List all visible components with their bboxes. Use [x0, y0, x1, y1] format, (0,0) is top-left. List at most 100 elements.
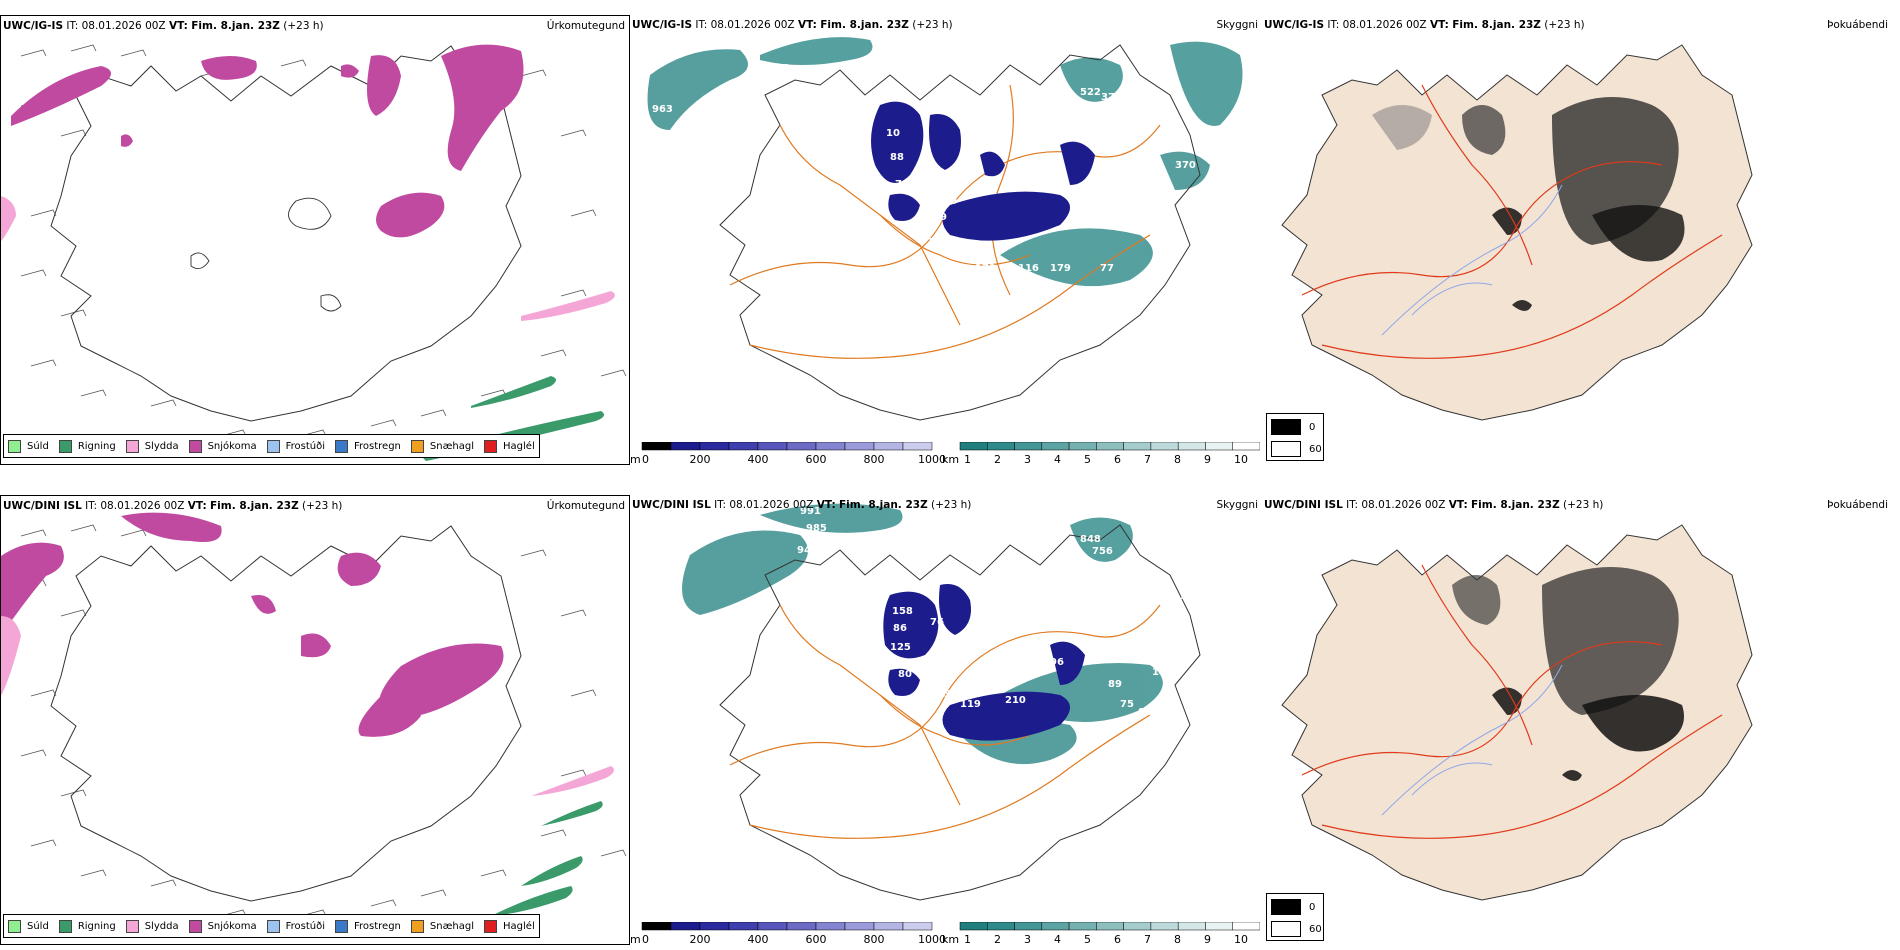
colorbar-km-tick: 9: [1204, 453, 1211, 466]
lead-time: (+23 h): [931, 499, 972, 511]
rain-areas-2: [491, 801, 603, 916]
legend-label: Frostregn: [354, 920, 401, 932]
colorbar-km-segment: [1205, 922, 1233, 931]
colorbar-m-segment: [815, 922, 846, 931]
vis-legend-swatch: [1271, 899, 1301, 915]
dew-shading-2: [1452, 567, 1684, 781]
cloud-label: 522: [1080, 87, 1101, 98]
cloud-label: 265: [1146, 645, 1167, 656]
colorbar-m-tick: 0: [642, 933, 649, 946]
dew-panel-2: UWC/DINI ISL IT: 08.01.2026 00Z VT: Fim.…: [1262, 495, 1892, 945]
colorbar-km-segment: [1232, 922, 1260, 931]
model-name: UWC/DINI ISL: [1264, 499, 1343, 511]
cloud-label: 89: [1108, 679, 1122, 690]
legend-item: Frostregn: [335, 439, 401, 453]
colorbar-km-segment: [959, 922, 988, 931]
legend-swatch: [8, 439, 21, 453]
colorbar-km-tick: 4: [1054, 453, 1061, 466]
colorbar-km-segment: [1068, 922, 1097, 931]
legend-item: Haglél: [484, 439, 535, 453]
vis-legend-label: 60: [1309, 443, 1322, 455]
lead-time: (+23 h): [912, 19, 953, 31]
cloud-label: 848: [1080, 534, 1101, 545]
colorbar-m-tick: 0: [642, 453, 649, 466]
iceland-outline-3: [50, 525, 522, 902]
cloud-label: 113: [930, 689, 951, 700]
cloud-value-labels-1: 126 95 963 10 88 77 70 96 10 522 377 28 …: [652, 63, 1196, 274]
legend-item: Snjókoma: [188, 919, 257, 933]
legend-label: Slydda: [144, 440, 179, 452]
colorbar-m-segment: [699, 442, 730, 451]
it-value: 08.01.2026 00Z: [81, 20, 166, 32]
legend-item: Snæhagl: [410, 919, 475, 933]
precip-legend-1: Súld Rigning Slydda Snjókoma Frostúði Frostre…: [3, 434, 540, 458]
precip-map-2: [1, 512, 627, 917]
cloud-label: 70: [895, 179, 909, 190]
colorbar-km-segment: [1177, 922, 1206, 931]
colorbar-km-segment: [1150, 922, 1179, 931]
colorbar-km-segment: [1014, 442, 1043, 451]
cloud-label: 24: [1051, 606, 1065, 617]
colorbar-km-tick: 10: [1234, 453, 1248, 466]
colorbar-km-segment: [1068, 442, 1097, 451]
colorbar-km-tick: 2: [994, 453, 1001, 466]
vis-legend-row: 60: [1271, 441, 1322, 457]
cloud-label: 179: [1050, 263, 1071, 274]
legend-item: Rigning: [58, 439, 116, 453]
cloud-label: 158: [892, 606, 913, 617]
colorbar-m-segment: [844, 442, 875, 451]
colorbar-m-segment: [844, 922, 875, 931]
dew-map-2: [1281, 524, 1753, 901]
colorbar-km-tick: 5: [1084, 933, 1091, 946]
cloud-label: 940: [797, 545, 818, 556]
vt-label: VT:: [816, 499, 836, 511]
colorbar-km-tick: 7: [1144, 453, 1151, 466]
colorbar-km-segment: [1096, 922, 1124, 931]
legend-swatch: [335, 439, 348, 453]
panel-title-2b: UWC/DINI ISL IT: 08.01.2026 00Z VT: Fim.…: [632, 499, 971, 511]
model-name: UWC/DINI ISL: [632, 499, 711, 511]
it-value: 08.01.2026 00Z: [1361, 499, 1446, 511]
cloud-label: 882: [1138, 707, 1159, 718]
cloud-label: 88: [890, 152, 904, 163]
cloud-panel-2: 991 985 940 848 756 330 956 24 158 86 76…: [630, 495, 1324, 946]
panel-title-2c: UWC/DINI ISL IT: 08.01.2026 00Z VT: Fim.…: [1264, 499, 1603, 511]
cloud-label: 116: [1018, 263, 1039, 274]
cloud-label: 119: [960, 699, 981, 710]
model-name: UWC/IG-IS: [1264, 19, 1325, 31]
legend-label: Snæhagl: [429, 920, 475, 932]
colorbar-km-unit: km: [942, 453, 959, 466]
dew-title: Þokuábendi: [1827, 19, 1888, 31]
legend-label: Frostúði: [285, 920, 325, 932]
vis-legend-row: 0: [1271, 899, 1315, 915]
colorbar-km-tick: 1: [964, 453, 971, 466]
dew-rivers-1: [1381, 184, 1563, 336]
precip-map-1: [1, 44, 627, 461]
legend-label: Rigning: [77, 920, 116, 932]
colorbar-m-unit: m: [630, 933, 641, 946]
colorbar-m-segment: [670, 442, 701, 451]
colorbar-km-segment: [1177, 442, 1206, 451]
precip-type-title: Úrkomutegund: [546, 500, 625, 512]
legend-item: Rigning: [58, 919, 116, 933]
colorbar-m-tick: 800: [864, 933, 885, 946]
legend-label: Súld: [27, 920, 49, 932]
vis-legend-row: 60: [1271, 921, 1322, 937]
colorbar-m-tick: 400: [748, 453, 769, 466]
it-label: IT:: [85, 500, 98, 512]
cloud-panel-1: 126 95 963 10 88 77 70 96 10 522 377 28 …: [630, 15, 1324, 466]
colorbar-m-segment: [699, 922, 730, 931]
cloud-label: 8: [900, 238, 907, 249]
model-name: UWC/IG-IS: [632, 19, 693, 31]
legend-label: Frostúði: [285, 440, 325, 452]
vt-label: VT:: [168, 20, 188, 32]
colorbar-m-segment: [757, 442, 788, 451]
colorbar-km-tick: 7: [1144, 933, 1151, 946]
it-value: 08.01.2026 00Z: [729, 499, 814, 511]
iceland-outline-1: [50, 45, 522, 422]
legend-swatch: [266, 919, 280, 933]
colorbar-km-segment: [1041, 442, 1070, 451]
colorbar-m-segment: [786, 922, 817, 931]
vis-legend-label: 0: [1309, 421, 1316, 433]
